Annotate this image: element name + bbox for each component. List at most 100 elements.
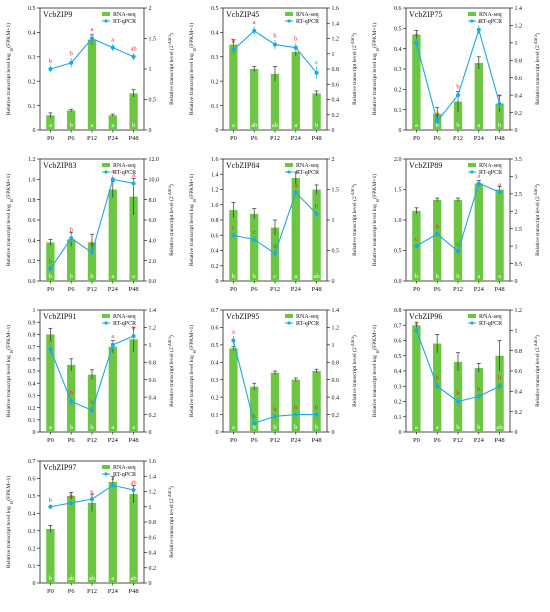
right-tick-label: 0 [332, 128, 335, 134]
bar [250, 386, 259, 432]
legend-bar-label: RNA-seq [113, 12, 136, 18]
x-tick-label: P6 [434, 437, 442, 444]
chart-panel: 0 0.1 0.2 0.3 0.4 0.5 0 0.2 0.4 0.6 0.8 1 1.2 1.4 1.6 P… [188, 6, 358, 142]
left-tick-label: 0.2 [394, 88, 402, 94]
chart-panel: 0 0.1 0.2 0.3 0.4 0.5 0.6 0 0.2 0.4 0.6 0.8 1 1.2 1.4 P… [371, 6, 541, 142]
right-tick-label: 3.5 [515, 157, 523, 163]
left-axis-label: Relative transcript level log 10(FPKM+1) [5, 325, 14, 417]
line-significance-letter: a [294, 182, 297, 189]
bar [229, 348, 238, 432]
bar-significance-letter: ab [131, 575, 137, 582]
line-significance-letter: a [477, 18, 480, 25]
chart-title: VcbZIP96 [409, 312, 442, 321]
x-tick-label: P0 [230, 135, 237, 142]
left-tick-label: 1.5 [394, 188, 402, 194]
bar [453, 361, 463, 432]
legend-line-label: RT-qPCR [113, 19, 136, 25]
bar [474, 367, 483, 432]
left-axis-label: Relative transcript level log 10(FPKM+1) [188, 325, 197, 417]
right-tick-label: 0.5 [515, 262, 523, 268]
left-tick-label: 0.3 [394, 67, 402, 73]
bar-significance-letter: a [436, 424, 439, 431]
left-tick-label: 1.0 [211, 203, 219, 209]
legend-line-marker [104, 19, 108, 23]
x-tick-label: P48 [129, 286, 139, 293]
legend-line-label: RT-qPCR [479, 19, 502, 25]
rtqpcr-point [435, 231, 440, 236]
bar [433, 199, 442, 281]
rtqpcr-point [497, 101, 502, 106]
bar-significance-letter: a [232, 424, 235, 431]
left-tick-label: 0.2 [211, 79, 219, 85]
line-significance-letter: a [498, 181, 501, 188]
rtqpcr-point [456, 249, 460, 254]
right-tick-label: 0.8 [515, 349, 523, 355]
chart-title: VcbZIP97 [43, 463, 76, 472]
rtqpcr-point [456, 93, 460, 98]
left-tick-label: 0.4 [28, 239, 36, 245]
right-axis-label: Relative transcript level (2-ΔΔCt) [350, 184, 359, 256]
right-tick-label: 0.4 [332, 395, 340, 401]
right-tick-label: 1.5 [515, 227, 523, 233]
x-tick-label: P0 [47, 437, 54, 444]
rtqpcr-point [293, 412, 298, 417]
bar-significance-letter: b [315, 424, 318, 431]
bar-significance-letter: ab [314, 273, 320, 280]
bar-significance-letter: b [70, 122, 73, 129]
line-significance-letter: a [49, 337, 52, 344]
rtqpcr-point [273, 414, 277, 419]
right-tick-label: 0.4 [515, 390, 523, 396]
bar [108, 346, 117, 432]
left-tick-label: 0.8 [394, 308, 402, 314]
rtqpcr-point [110, 177, 115, 182]
left-tick-label: 0.3 [28, 55, 36, 61]
left-axis-label: Relative transcript level log 10(FPKM+1) [188, 23, 197, 115]
x-tick-label: P6 [68, 135, 76, 142]
x-tick-label: P24 [474, 286, 485, 293]
rtqpcr-point [476, 27, 481, 32]
right-tick-label: 1 [515, 41, 518, 47]
right-tick-label: 1 [332, 218, 335, 224]
left-tick-label: 1.6 [211, 157, 219, 163]
x-tick-label: P48 [129, 135, 139, 142]
legend-line-label: RT-qPCR [479, 170, 502, 176]
right-tick-label: 6.0 [149, 218, 157, 224]
right-axis-label: Relative transcript level (2-ΔΔCt) [167, 33, 176, 105]
left-tick-label: 0.2 [28, 259, 36, 265]
x-tick-label: P6 [251, 135, 259, 142]
bar-significance-letter: ab [272, 122, 278, 129]
right-tick-label: 0.6 [149, 535, 157, 541]
x-tick-label: P12 [87, 135, 97, 142]
rtqpcr-point [131, 181, 136, 186]
right-tick-label: 0 [515, 279, 518, 285]
x-tick-label: P0 [413, 135, 420, 142]
bar-significance-letter: b [253, 273, 256, 280]
chart-panel: 0 0.1 0.2 0.3 0.4 0.5 0.6 0.7 0.8 0 0.2 0.4 0.6 0.8 1 1… [371, 308, 541, 444]
bar [229, 44, 238, 130]
legend-line-marker [470, 170, 474, 174]
right-tick-label: 0.5 [149, 98, 157, 104]
right-tick-label: 1.5 [149, 37, 157, 43]
rtqpcr-point [435, 119, 440, 124]
left-tick-label: 0 [33, 128, 36, 134]
right-axis-label: Relative transcript level (2-ΔΔCt) [167, 335, 176, 407]
left-tick-label: 0.6 [28, 477, 36, 483]
right-tick-label: 0.4 [149, 551, 157, 557]
left-tick-label: 0.6 [211, 326, 219, 332]
line-significance-letter: b [90, 399, 93, 406]
bar-significance-letter: b [253, 424, 256, 431]
chart-title: VcbZIP91 [43, 312, 76, 321]
left-tick-label: 0.5 [28, 369, 36, 375]
line-significance-letter: d [436, 111, 440, 118]
chart-panel: 0.0 0.5 1.0 1.5 2.0 0 0.5 1 1.5 2 2.5 3 3.5 P0 P6 P12 P2… [371, 157, 541, 293]
left-tick-label: 1.2 [28, 157, 36, 163]
bar [250, 69, 259, 130]
left-tick-label: 0.5 [394, 27, 402, 33]
left-tick-label: 0.0 [28, 279, 36, 285]
line-significance-letter: a [132, 172, 135, 179]
rtqpcr-point [414, 244, 419, 249]
rtqpcr-point [231, 233, 236, 238]
bar [453, 101, 463, 130]
left-tick-label: 0.4 [394, 47, 402, 53]
legend-bar-label: RNA-seq [479, 163, 502, 169]
